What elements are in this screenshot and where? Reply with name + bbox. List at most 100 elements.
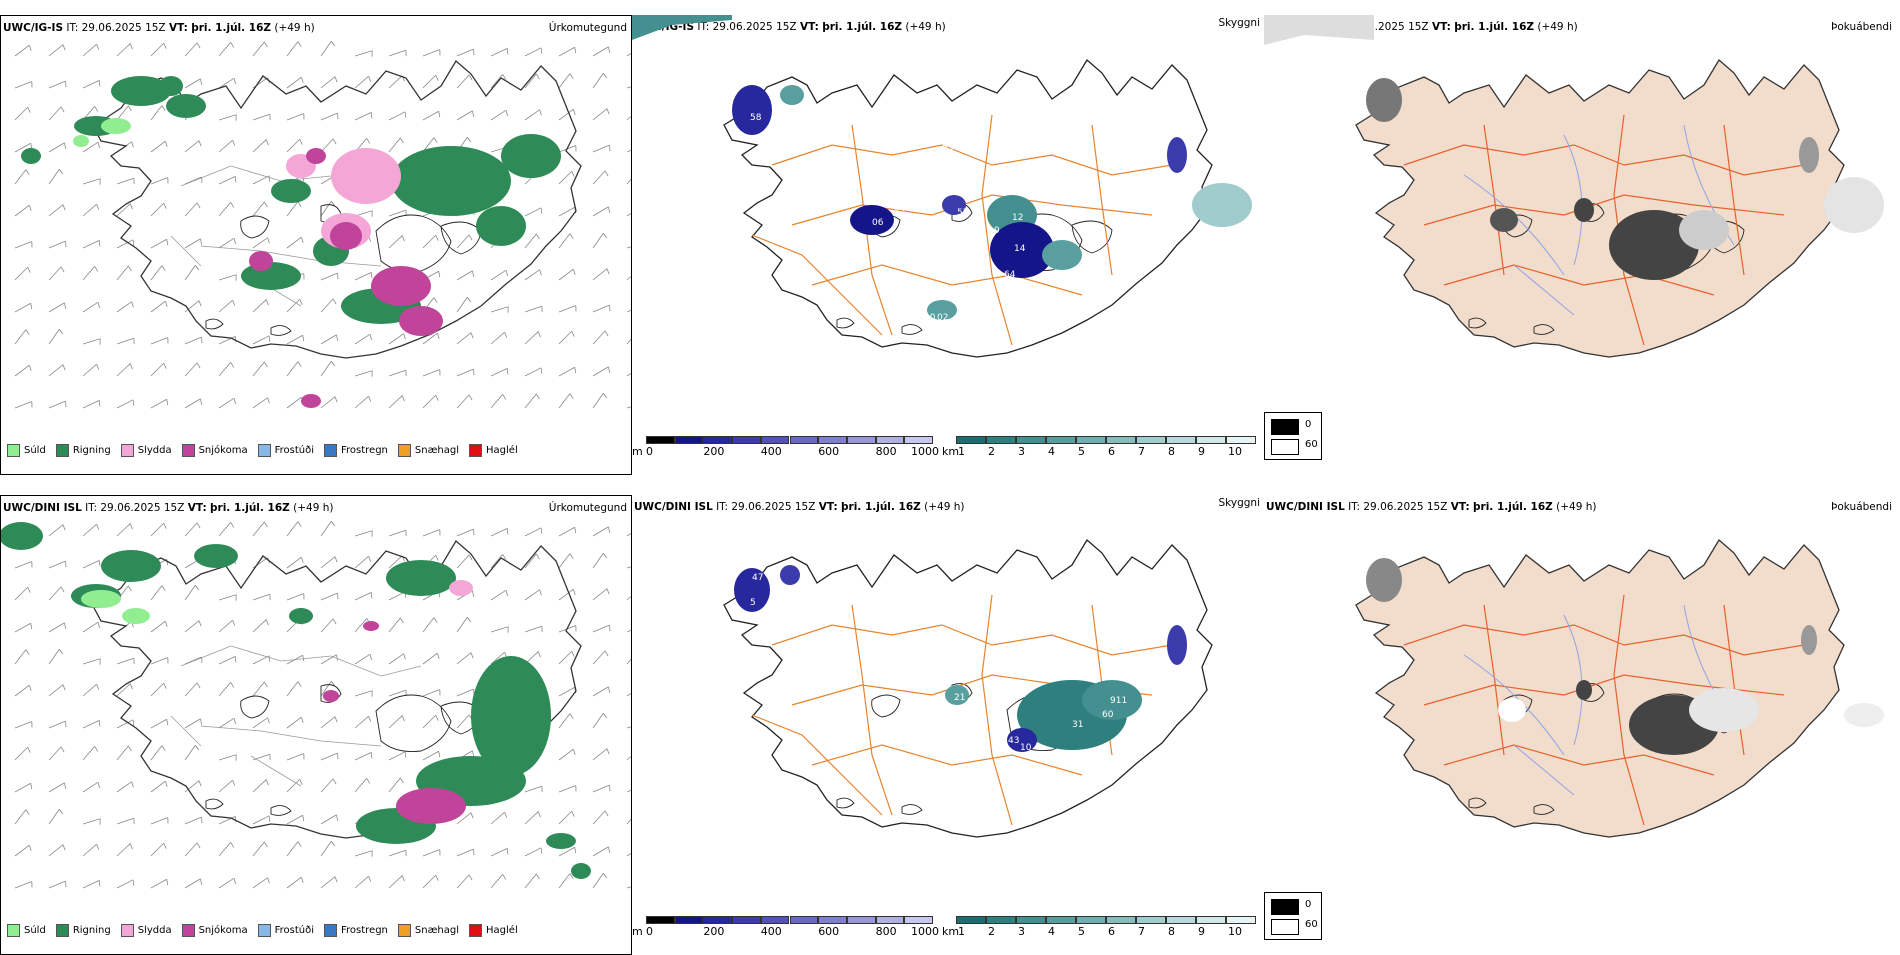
wind-barb	[525, 234, 536, 248]
fog-legend-label: 60	[1305, 439, 1318, 450]
wind-barb-flag	[333, 779, 336, 784]
wind-barb-flag	[31, 303, 32, 309]
wind-barb-flag	[264, 362, 267, 367]
wind-barb-flag	[335, 877, 337, 883]
wind-barb	[627, 526, 631, 536]
legend-item: Súld	[7, 924, 46, 937]
wind-barb	[525, 848, 541, 856]
wind-barb	[15, 650, 26, 664]
wind-barb-flag	[128, 106, 131, 111]
wind-barb-flag	[541, 48, 542, 54]
rain-area	[271, 179, 311, 203]
wind-barb-flag	[605, 171, 608, 176]
wind-barb	[185, 585, 195, 600]
wind-barb-flag	[336, 335, 337, 341]
wind-barb	[389, 618, 400, 632]
wind-barb-flag	[99, 400, 100, 406]
wind-barb-flag	[605, 651, 608, 656]
wind-barb	[627, 563, 631, 568]
wind-barb	[389, 138, 400, 152]
wind-barb	[559, 331, 572, 344]
wind-barb	[321, 273, 338, 280]
wind-barb-flag	[298, 682, 301, 687]
wind-barb-flag	[608, 527, 609, 533]
wind-barb	[559, 367, 575, 376]
wind-barb-flag	[164, 843, 167, 848]
roads	[171, 646, 421, 786]
wind-barb	[355, 334, 370, 344]
wind-barb	[389, 370, 406, 376]
wind-barb	[15, 882, 32, 888]
wind-barb	[593, 553, 603, 568]
wind-barb-flag	[164, 683, 167, 688]
colorbar-segment	[761, 436, 790, 444]
wind-barb	[151, 523, 164, 536]
wind-barb	[287, 522, 298, 536]
wind-barb-flag	[371, 272, 372, 278]
wind-barb	[457, 333, 471, 344]
wind-barb	[83, 684, 97, 696]
glacier-outline	[271, 806, 291, 816]
colorbar-segment	[818, 436, 847, 444]
colorbar-segment	[986, 436, 1016, 444]
wind-barb-flag	[97, 44, 99, 50]
wind-barb-flag	[503, 394, 506, 399]
wind-barb-flag	[298, 202, 301, 207]
rain-area	[386, 560, 456, 596]
wind-barb	[627, 170, 631, 184]
wind-barb-flag	[505, 332, 507, 338]
wind-barb	[287, 42, 298, 56]
wind-barb-flag	[130, 684, 132, 689]
wind-barb-flag	[331, 521, 335, 526]
wind-barb-flag	[266, 140, 268, 145]
fog-area	[1576, 680, 1592, 700]
wind-barb	[355, 876, 369, 888]
wind-barb	[117, 746, 128, 760]
wind-barb-flag	[167, 239, 168, 245]
wind-barb-flag	[264, 842, 267, 847]
wind-barb	[219, 202, 231, 216]
wind-barb	[389, 850, 406, 856]
colorbar-tick: 10	[1228, 925, 1242, 938]
wind-barb	[593, 305, 610, 312]
wind-barb-flag	[370, 334, 371, 340]
wind-barb-flag	[437, 653, 439, 659]
legend-label: Snjókoma	[199, 445, 248, 456]
wind-barb-flag	[195, 745, 199, 750]
wind-barb	[355, 51, 372, 56]
wind-barb	[627, 144, 631, 152]
wind-barb	[151, 141, 165, 152]
colorbar-tick: 800	[876, 445, 897, 458]
legend-label: Rigning	[73, 445, 111, 456]
fog-legend-swatch	[1271, 899, 1299, 915]
fog-area	[1689, 688, 1759, 732]
wind-barb	[83, 204, 97, 216]
wind-barb	[355, 752, 371, 760]
wind-barb-flag	[301, 77, 303, 83]
wind-barb	[15, 242, 32, 248]
wind-barb	[83, 400, 99, 408]
wind-barb	[49, 525, 63, 536]
fog-area	[1490, 208, 1518, 232]
drizzle-area	[81, 590, 121, 608]
wind-barb-flag	[200, 399, 201, 405]
wind-barb-flag	[99, 240, 100, 246]
wind-barb-flag	[469, 875, 472, 880]
wind-barb	[151, 658, 168, 664]
wind-barb	[423, 690, 440, 696]
wind-barb-flag	[268, 878, 270, 884]
wind-barb-flag	[538, 812, 540, 817]
wind-barb	[253, 878, 268, 888]
wind-barb-flag	[298, 42, 301, 47]
colorbar-tick: 9	[1198, 445, 1205, 458]
colorbar-unit: km	[942, 445, 959, 458]
wind-barb	[559, 811, 572, 824]
wind-barb	[457, 875, 469, 888]
colorbar-tick: 1	[958, 925, 965, 938]
rain-area	[391, 146, 511, 216]
wind-barb	[15, 205, 29, 216]
ceiling-value: 12	[1012, 213, 1023, 223]
wind-barb	[389, 752, 405, 760]
wind-barb-flag	[472, 751, 473, 757]
